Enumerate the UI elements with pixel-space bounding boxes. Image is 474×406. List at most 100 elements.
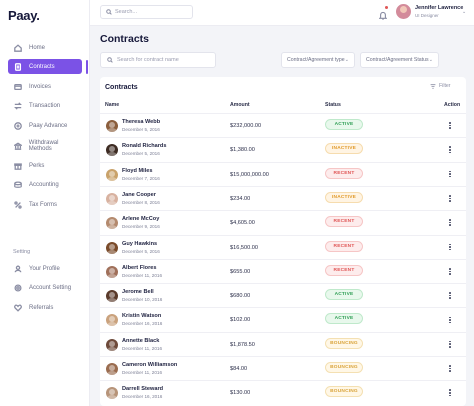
contact-name[interactable]: Annette Black bbox=[122, 337, 160, 344]
avatar bbox=[106, 168, 118, 181]
more-options-icon[interactable] bbox=[445, 144, 455, 155]
contact-name[interactable]: Darrell Steward bbox=[122, 386, 164, 393]
more-options-icon[interactable] bbox=[445, 266, 455, 277]
more-options-icon[interactable] bbox=[445, 242, 455, 253]
sidebar-item-perks[interactable]: Perks bbox=[8, 158, 82, 173]
filter-button[interactable]: Filter bbox=[430, 83, 451, 89]
table-row[interactable]: Kristin Watson December 16, 2016 $102.00 AC… bbox=[100, 307, 466, 331]
contact-name[interactable]: Albert Flores bbox=[122, 264, 157, 271]
contract-date: December 7, 2016 bbox=[122, 175, 160, 181]
contact-name[interactable]: Guy Hawkins bbox=[122, 240, 158, 247]
contact-name[interactable]: Jerome Bell bbox=[122, 289, 154, 296]
contract-search-input[interactable]: Search for contract name bbox=[100, 52, 216, 68]
sidebar-item-account-setting[interactable]: Account Setting bbox=[8, 280, 82, 295]
chevron-down-icon: ⌄ bbox=[428, 57, 433, 63]
table-row[interactable]: Annette Black December 11, 2016 $1,878.50 B… bbox=[100, 331, 466, 356]
global-search-placeholder: Search... bbox=[115, 9, 138, 15]
table-row[interactable]: Arlene McCoy December 9, 2016 $4,605.00 REC… bbox=[100, 210, 466, 234]
more-options-icon[interactable] bbox=[445, 387, 455, 398]
sidebar-item-transaction[interactable]: Transaction bbox=[8, 98, 82, 113]
column-header-action: Action bbox=[444, 102, 461, 108]
sidebar-item-accounting[interactable]: Accounting bbox=[8, 177, 82, 192]
more-options-icon[interactable] bbox=[445, 290, 455, 301]
contact-name[interactable]: Kristin Watson bbox=[122, 313, 162, 320]
topbar: Search... Jennifer Lawrence UI Designer … bbox=[90, 0, 474, 26]
contact-name[interactable]: Ronald Richards bbox=[122, 143, 167, 150]
contact-name[interactable]: Jane Cooper bbox=[122, 191, 156, 198]
table-row[interactable]: Albert Flores December 11, 2016 $655.00 REC… bbox=[100, 258, 466, 283]
table-row[interactable]: Darrell Steward December 16, 2016 $130.00 B… bbox=[100, 380, 466, 404]
avatar bbox=[106, 192, 118, 205]
chevron-down-icon[interactable]: ⌄ bbox=[462, 9, 467, 15]
contact-name[interactable]: Arlene McCoy bbox=[122, 216, 160, 223]
status-badge: RECENT bbox=[325, 264, 363, 276]
global-search-input[interactable]: Search... bbox=[100, 5, 193, 19]
status-badge: BOUNCING bbox=[325, 386, 363, 398]
avatar bbox=[106, 265, 118, 278]
status-badge: BOUNCING bbox=[325, 337, 363, 349]
more-options-icon[interactable] bbox=[445, 217, 455, 228]
sidebar-item-tax-forms[interactable]: Tax Forms bbox=[8, 197, 82, 212]
contract-date: December 11, 2016 bbox=[122, 370, 163, 375]
more-options-icon[interactable] bbox=[445, 314, 455, 325]
sidebar-item-referrals[interactable]: Referrals bbox=[8, 300, 82, 315]
status-badge: ACTIVE bbox=[325, 313, 363, 325]
contract-amount: $1,878.50 bbox=[230, 341, 255, 348]
sidebar-item-paay-advance[interactable]: Paay Advance bbox=[8, 118, 82, 133]
contract-type-dropdown[interactable]: Contract/Agreement type ⌄ bbox=[281, 52, 355, 68]
contact-name[interactable]: Cameron Williamson bbox=[122, 362, 178, 368]
table-row[interactable]: Guy Hawkins December 5, 2016 $16,500.00 REC… bbox=[100, 234, 466, 259]
contract-amount: $4,605.00 bbox=[230, 220, 255, 227]
contract-icon bbox=[13, 62, 23, 72]
sidebar-item-home[interactable]: Home bbox=[8, 40, 82, 55]
more-options-icon[interactable] bbox=[445, 339, 455, 350]
table-row[interactable]: Theresa Webb December 5, 2016 $232,000.00 A… bbox=[100, 113, 466, 137]
page-title: Contracts bbox=[100, 33, 150, 45]
sidebar-item-label: Invoices bbox=[29, 83, 52, 90]
user-avatar[interactable] bbox=[396, 4, 411, 19]
avatar bbox=[106, 363, 118, 375]
avatar bbox=[106, 290, 118, 303]
sidebar-item-contracts[interactable]: Contracts bbox=[8, 59, 82, 74]
tax-icon bbox=[13, 200, 23, 210]
sidebar-item-label: Accounting bbox=[29, 181, 59, 188]
sidebar-item-invoices[interactable]: Invoices bbox=[8, 79, 82, 94]
sidebar-item-label: Home bbox=[29, 44, 46, 51]
sidebar-item-label: Paay Advance bbox=[29, 122, 68, 129]
sidebar-item-label: Referrals bbox=[29, 304, 54, 311]
contract-amount: $680.00 bbox=[230, 293, 251, 300]
more-options-icon[interactable] bbox=[445, 120, 455, 131]
column-header-status[interactable]: Status bbox=[325, 102, 341, 108]
table-row[interactable]: Floyd Miles December 7, 2016 $15,000,000.0… bbox=[100, 161, 466, 186]
contract-amount: $84.00 bbox=[230, 366, 248, 372]
avatar bbox=[106, 314, 118, 327]
more-options-icon[interactable] bbox=[445, 169, 455, 180]
notification-dot bbox=[385, 6, 388, 9]
bell-icon[interactable] bbox=[378, 7, 388, 20]
column-header-amount[interactable]: Amount bbox=[230, 102, 250, 108]
contract-status-dropdown[interactable]: Contract/Agreement Status ⌄ bbox=[360, 52, 439, 68]
table-header: Name Amount Status Action bbox=[100, 101, 466, 111]
contract-date: December 16, 2016 bbox=[122, 394, 163, 400]
status-badge: INACTIVE bbox=[325, 191, 363, 203]
table-row[interactable]: Jerome Bell December 10, 2016 $680.00 ACTIV… bbox=[100, 283, 466, 307]
avatar bbox=[106, 120, 118, 132]
sidebar: Paay. Home Contracts Invoices Transactio… bbox=[0, 0, 90, 406]
user-name[interactable]: Jennifer Lawrence bbox=[415, 5, 464, 11]
table-row[interactable]: Ronald Richards December 5, 2016 $1,380.00… bbox=[100, 137, 466, 161]
table-row[interactable]: Jane Cooper December 8, 2016 $234.00 INACTI… bbox=[100, 185, 466, 210]
contact-name[interactable]: Floyd Miles bbox=[122, 167, 153, 174]
table-row[interactable]: Cameron Williamson December 11, 2016 $84.0… bbox=[100, 356, 466, 380]
contracts-table-card: Contracts Filter Name Amount Status Acti… bbox=[100, 77, 466, 406]
sidebar-item-your-profile[interactable]: Your Profile bbox=[8, 261, 82, 276]
avatar bbox=[106, 338, 118, 351]
contract-date: December 10, 2016 bbox=[122, 297, 163, 303]
setting-section-label: Setting bbox=[13, 249, 31, 255]
sidebar-item-withdrawal-methods[interactable]: Withdrawal Methods bbox=[8, 138, 82, 153]
more-options-icon[interactable] bbox=[445, 193, 455, 204]
contact-name[interactable]: Theresa Webb bbox=[122, 119, 161, 125]
sidebar-scroll-indicator[interactable] bbox=[86, 60, 88, 74]
column-header-name[interactable]: Name bbox=[105, 102, 120, 108]
more-options-icon[interactable] bbox=[445, 363, 455, 374]
avatar bbox=[106, 387, 118, 400]
